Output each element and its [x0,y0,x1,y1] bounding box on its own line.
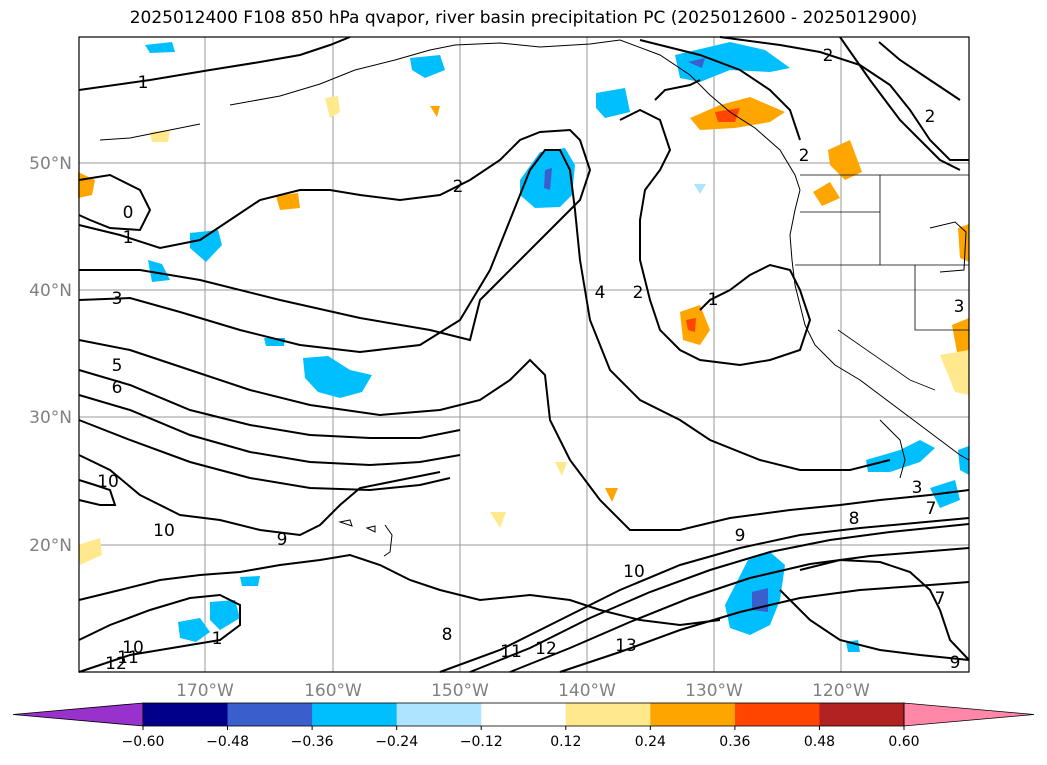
contour-label: 2 [823,46,834,66]
admin-borders [795,174,969,391]
lon-label-140w: 140°W [558,681,616,701]
colorbar-tick-label: 0.24 [635,734,666,750]
colorbar-tick-label: −0.12 [460,734,503,750]
contour-label: 3 [112,289,123,309]
colorbar-tick-label: −0.36 [291,734,334,750]
contour-label: 12 [535,639,557,659]
contour-label: 0 [123,203,134,223]
colorbar-segment [650,703,736,726]
colorbar-segment [734,703,820,726]
contour-labels: 1 0 1 3 5 6 2 4 2 1 2 2 2 10 10 9 10 9 8… [97,46,964,674]
contour-label: 1 [123,228,134,248]
map-frame [78,36,970,673]
colorbar-tick-label: 0.48 [804,734,835,750]
lon-label-150w: 150°W [431,681,489,701]
contour-label: 10 [122,638,144,658]
map-title: 2025012400 F108 850 hPa qvapor, river ba… [129,8,918,28]
contour-label: 7 [935,589,946,609]
contour-label: 6 [112,378,123,398]
colorbar-outline [142,702,905,727]
contour-label: 3 [912,478,923,498]
contour-label: 2 [799,146,810,166]
contour-label: 9 [735,526,746,546]
lon-label-160w: 160°W [304,681,362,701]
contour-label: 4 [595,283,606,303]
colorbar-extend-low [12,702,144,727]
lat-label-40n: 40°N [29,281,72,301]
contour-label: 2 [633,283,644,303]
colorbar: −0.60 −0.48 −0.36 −0.24 −0.12 0.12 0.24 0.36 0.4… [12,702,1035,750]
colorbar-tick-label: −0.48 [206,734,249,750]
contour-label: 11 [500,642,522,662]
contour-label: 1 [212,629,223,649]
contour-label: 7 [926,499,937,519]
contour-label: 9 [950,653,961,673]
map-area [78,36,970,673]
contour-label: 10 [623,562,645,582]
lon-label-120w: 120°W [812,681,870,701]
colorbar-tick-label: 0.12 [550,734,581,750]
colorbar-segment [481,703,567,726]
colorbar-segment [227,703,313,726]
lon-label-170w: 170°W [176,681,234,701]
contour-lines [78,36,970,673]
colorbar-segment [312,703,398,726]
contour-label: 11 [117,648,139,668]
longitude-labels: 170°W 160°W 150°W 140°W 130°W 120°W [176,681,870,701]
colorbar-tick-label: −0.60 [122,734,165,750]
colorbar-tick-label: 0.60 [888,734,919,750]
contour-label: 9 [277,530,288,550]
contour-label: 12 [105,654,127,674]
contour-label: 10 [97,472,119,492]
contour-label: 13 [615,636,637,656]
contour-label: 10 [153,521,175,541]
lat-label-30n: 30°N [29,408,72,428]
contour-label: 3 [954,297,965,317]
colorbar-tick-label: −0.24 [375,734,418,750]
gridlines [79,37,969,672]
colorbar-segment [819,703,905,726]
colorbar-segment [565,703,651,726]
lat-label-50n: 50°N [29,154,72,174]
colorbar-segment [396,703,482,726]
contour-label: 1 [138,73,149,93]
contour-label: 8 [442,625,453,645]
lat-label-20n: 20°N [29,536,72,556]
coastlines [99,39,970,557]
contour-label: 1 [708,290,719,310]
contour-label: 2 [925,107,936,127]
contour-label: 2 [453,177,464,197]
latitude-labels: 50°N 40°N 30°N 20°N [29,154,72,556]
shaded-patches [78,42,969,652]
colorbar-extend-high [903,702,1035,727]
colorbar-segment [143,703,229,726]
colorbar-tick-label: 0.36 [719,734,750,750]
contour-label: 8 [849,509,860,529]
contour-label: 5 [112,356,123,376]
lon-label-130w: 130°W [685,681,743,701]
